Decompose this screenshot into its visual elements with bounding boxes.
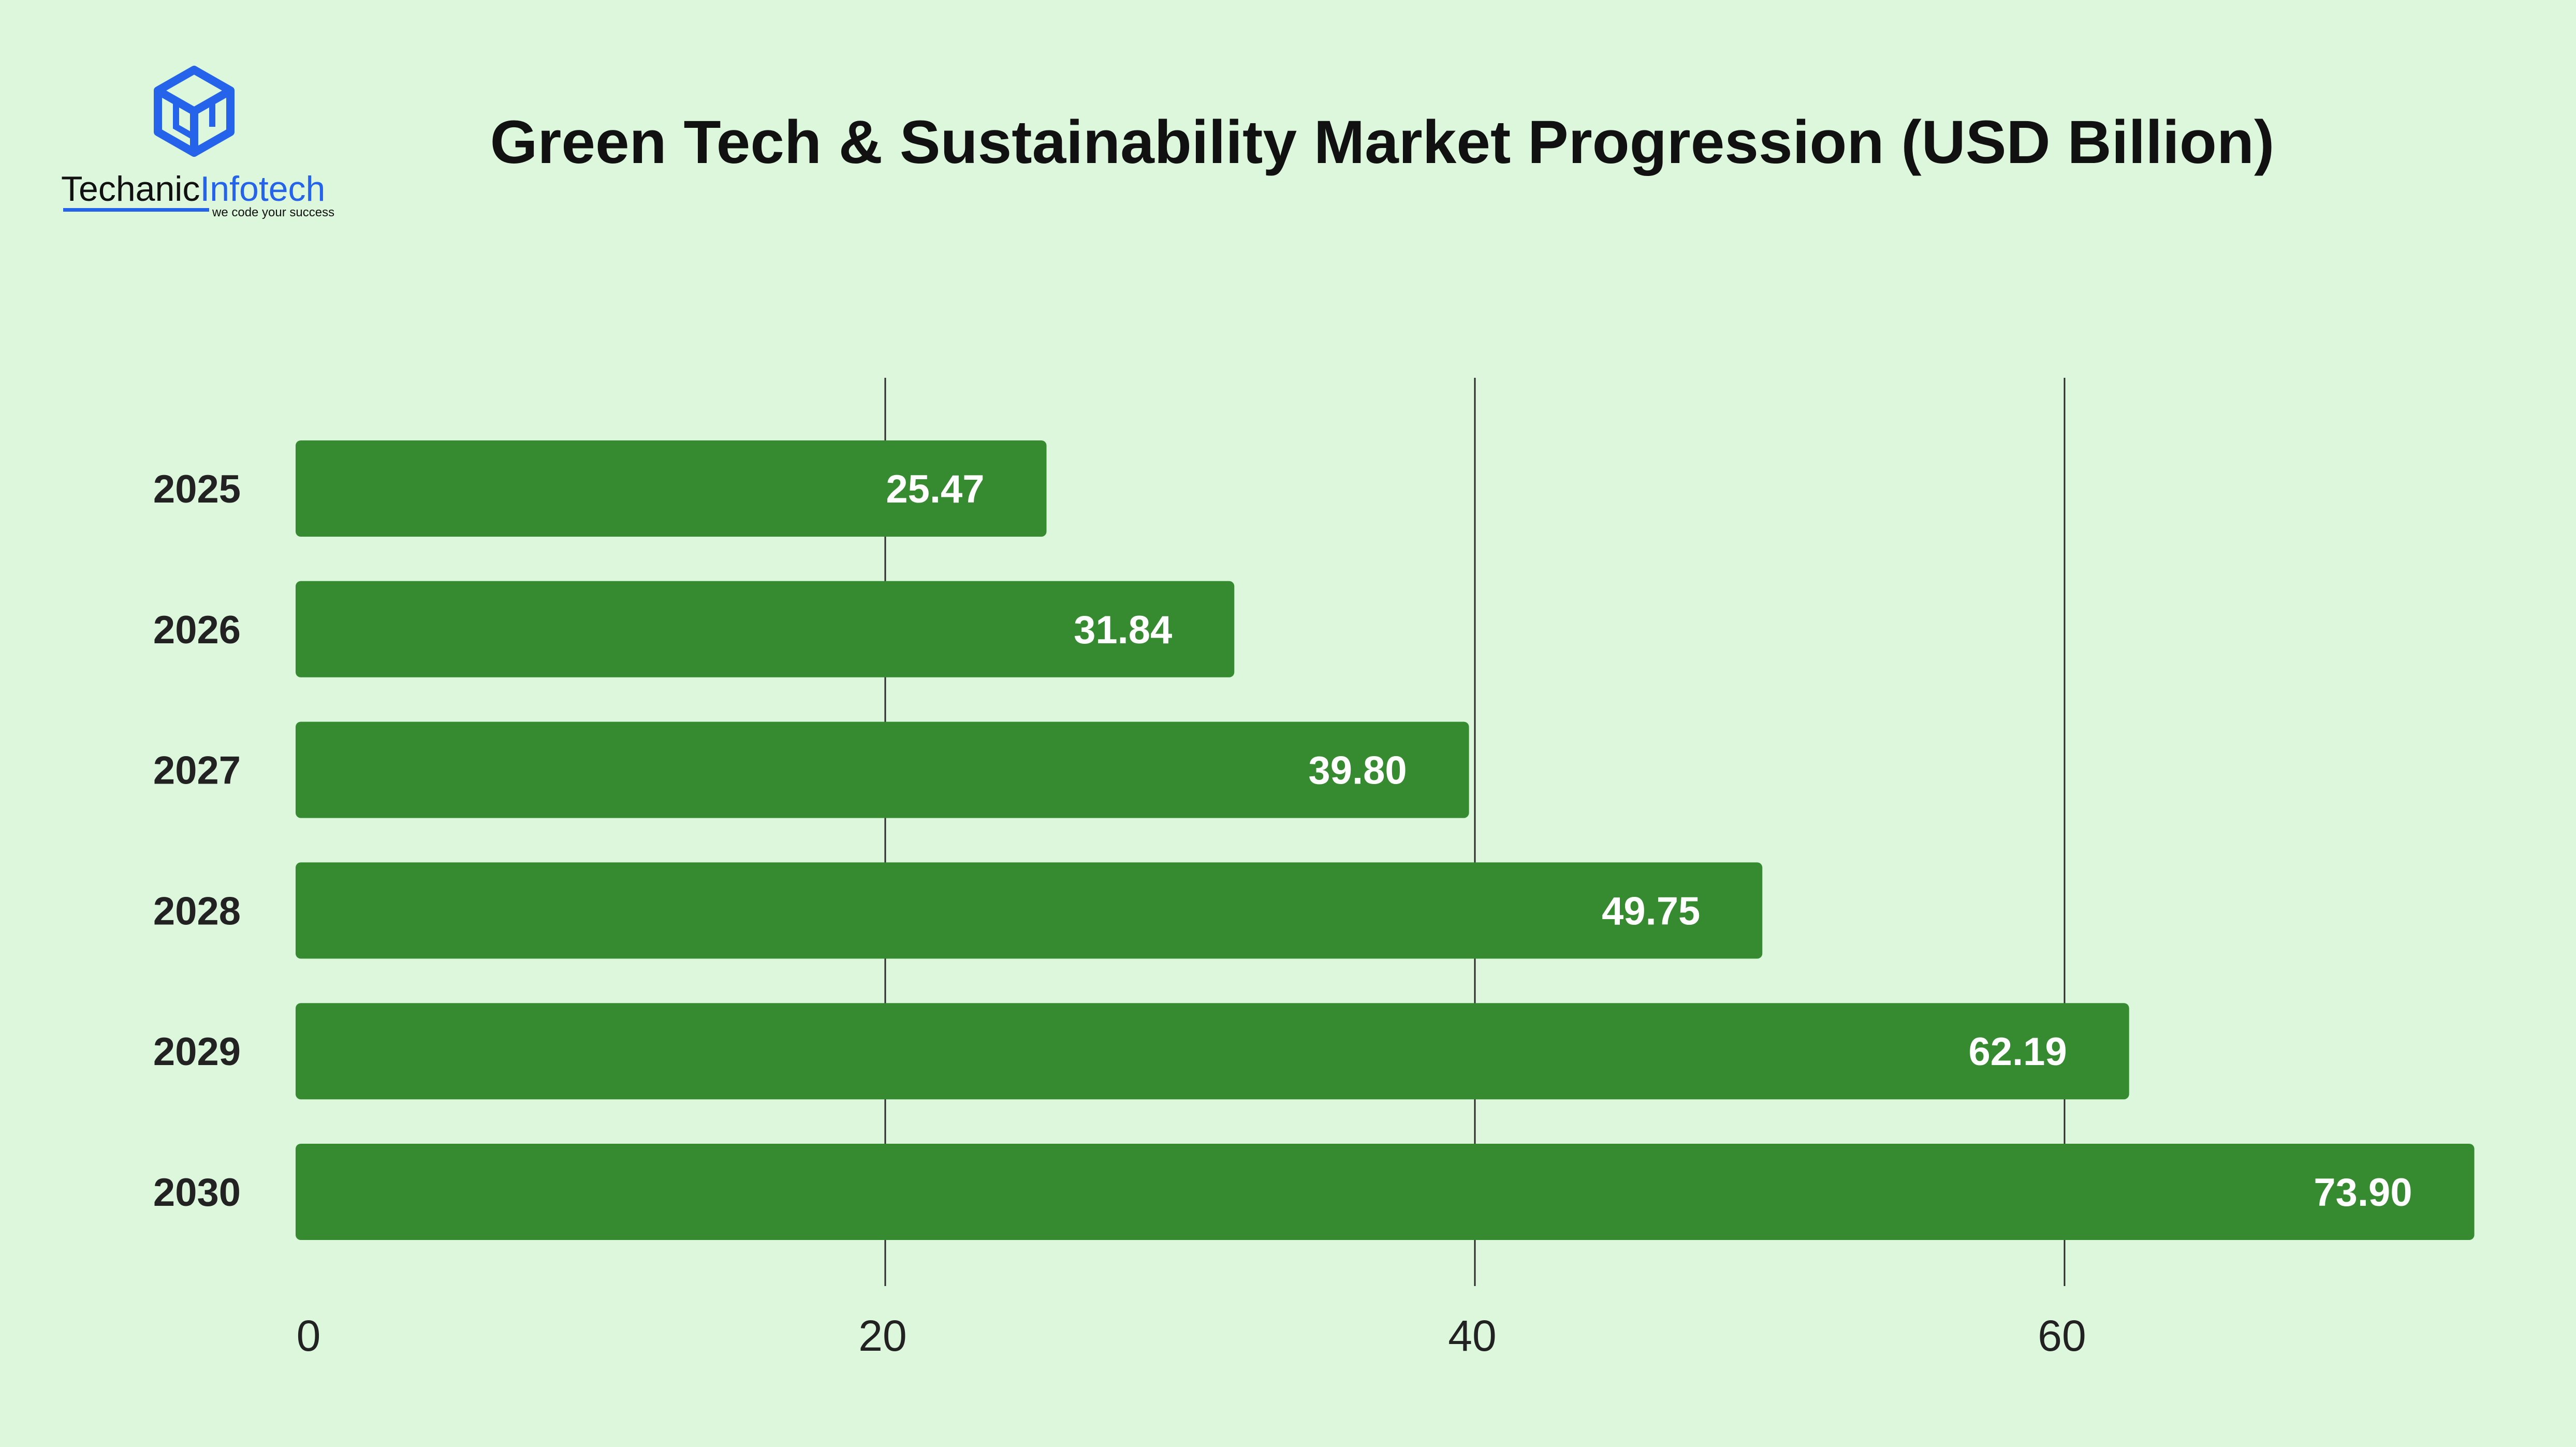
brand-name-part2: Infotech (200, 169, 325, 209)
x-tick-label-60: 60 (2038, 1311, 2086, 1360)
category-label-2030: 2030 (153, 1171, 241, 1215)
brand-name-part1: Techanic (61, 169, 200, 209)
value-label-2028: 49.75 (1602, 889, 1700, 933)
category-label-2029: 2029 (153, 1030, 241, 1074)
value-label-2030: 73.90 (2314, 1171, 2412, 1215)
cube-logo-icon (154, 66, 235, 157)
bar-2029 (296, 1003, 2129, 1100)
x-tick-label-0: 0 (297, 1311, 321, 1360)
techanic-infotech-logo: TechanicInfotech we code your success (61, 66, 334, 219)
x-tick-label-40: 40 (1448, 1311, 1496, 1360)
svg-text:TechanicInfotech: TechanicInfotech (61, 169, 325, 209)
bar-2030 (296, 1144, 2475, 1240)
brand-tagline: we code your success (212, 205, 334, 219)
bar-2027 (296, 721, 1469, 818)
x-axis-ticks: 0 20 40 60 (297, 1311, 2086, 1360)
value-label-2029: 62.19 (1969, 1030, 2067, 1074)
value-label-2026: 31.84 (1074, 608, 1172, 652)
bar-2028 (296, 862, 1763, 959)
brand-underline (63, 208, 209, 212)
bar-2026 (296, 581, 1235, 677)
value-label-2025: 25.47 (886, 467, 984, 511)
value-label-2027: 39.80 (1308, 749, 1407, 793)
bars-group: 25.47 2025 31.84 2026 39.80 2027 49.75 2028 62.1… (153, 440, 2475, 1240)
bar-2025 (296, 440, 1047, 537)
x-tick-label-20: 20 (858, 1311, 906, 1360)
chart-title: Green Tech & Sustainability Market Progr… (490, 108, 2275, 176)
category-label-2028: 2028 (153, 889, 241, 933)
category-label-2025: 2025 (153, 467, 241, 511)
category-label-2027: 2027 (153, 749, 241, 793)
category-label-2026: 2026 (153, 608, 241, 652)
